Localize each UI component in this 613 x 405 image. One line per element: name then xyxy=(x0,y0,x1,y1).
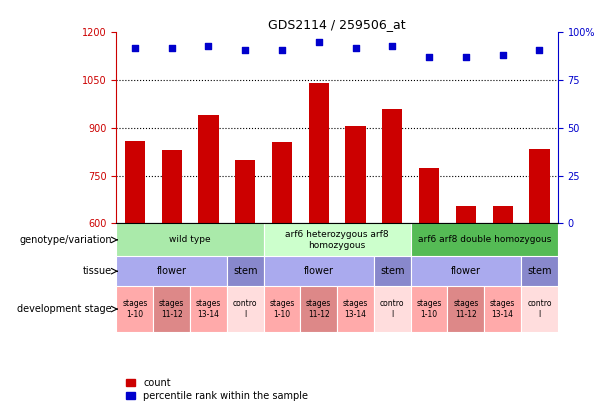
Point xyxy=(204,43,213,49)
Point xyxy=(314,39,324,45)
Text: tissue: tissue xyxy=(83,266,112,276)
Text: contro
l: contro l xyxy=(233,299,257,319)
Legend: count, percentile rank within the sample: count, percentile rank within the sample xyxy=(126,378,308,401)
Bar xyxy=(116,224,264,256)
Point xyxy=(351,45,360,51)
Bar xyxy=(116,256,227,286)
Text: arf6 arf8 double homozygous: arf6 arf8 double homozygous xyxy=(417,235,551,244)
Text: stem: stem xyxy=(527,266,552,276)
Point xyxy=(387,43,397,49)
Text: stages
1-10: stages 1-10 xyxy=(122,299,148,319)
Bar xyxy=(521,256,558,286)
Text: stages
13-14: stages 13-14 xyxy=(343,299,368,319)
Point xyxy=(424,54,434,60)
Text: flower: flower xyxy=(451,266,481,276)
Point xyxy=(277,46,287,53)
Bar xyxy=(374,256,411,286)
Bar xyxy=(272,142,292,224)
Bar xyxy=(337,286,374,332)
Text: stages
11-12: stages 11-12 xyxy=(159,299,185,319)
Text: wild type: wild type xyxy=(169,235,211,244)
Text: stages
11-12: stages 11-12 xyxy=(306,299,332,319)
Bar xyxy=(411,286,447,332)
Point xyxy=(130,45,140,51)
Point xyxy=(240,46,250,53)
Text: stages
11-12: stages 11-12 xyxy=(453,299,479,319)
Text: flower: flower xyxy=(157,266,186,276)
Bar xyxy=(264,224,411,256)
Bar xyxy=(419,168,439,224)
Bar xyxy=(492,206,512,224)
Text: stages
13-14: stages 13-14 xyxy=(196,299,221,319)
Bar xyxy=(125,141,145,224)
Bar xyxy=(235,160,255,224)
Bar xyxy=(308,83,329,224)
Bar xyxy=(455,206,476,224)
Text: stages
1-10: stages 1-10 xyxy=(416,299,442,319)
Point xyxy=(535,46,544,53)
Bar xyxy=(190,286,227,332)
Text: stem: stem xyxy=(380,266,405,276)
Text: stages
1-10: stages 1-10 xyxy=(269,299,295,319)
Bar xyxy=(116,286,153,332)
Text: contro
l: contro l xyxy=(527,299,552,319)
Bar xyxy=(161,150,181,224)
Bar xyxy=(411,256,521,286)
Bar xyxy=(447,286,484,332)
Text: arf6 heterozygous arf8
homozygous: arf6 heterozygous arf8 homozygous xyxy=(285,230,389,249)
Point xyxy=(167,45,177,51)
Point xyxy=(498,52,508,59)
Bar xyxy=(345,126,365,224)
Bar xyxy=(529,149,549,224)
Text: contro
l: contro l xyxy=(380,299,405,319)
Text: genotype/variation: genotype/variation xyxy=(20,235,112,245)
Bar xyxy=(153,286,190,332)
Title: GDS2114 / 259506_at: GDS2114 / 259506_at xyxy=(268,18,406,31)
Bar xyxy=(227,256,264,286)
Bar xyxy=(264,256,374,286)
Text: stages
13-14: stages 13-14 xyxy=(490,299,516,319)
Text: flower: flower xyxy=(304,266,333,276)
Bar xyxy=(411,224,558,256)
Point xyxy=(461,54,471,60)
Bar xyxy=(198,115,218,224)
Bar xyxy=(227,286,264,332)
Bar xyxy=(264,286,300,332)
Bar xyxy=(374,286,411,332)
Text: stem: stem xyxy=(233,266,257,276)
Text: development stage: development stage xyxy=(17,304,112,314)
Bar xyxy=(484,286,521,332)
Bar xyxy=(521,286,558,332)
Bar xyxy=(300,286,337,332)
Bar xyxy=(383,109,402,224)
